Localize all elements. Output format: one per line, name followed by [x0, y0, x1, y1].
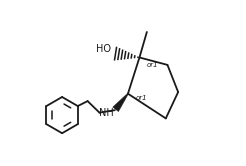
Polygon shape	[113, 93, 128, 112]
Text: HO: HO	[96, 44, 111, 54]
Text: or1: or1	[147, 62, 158, 68]
Text: NH: NH	[99, 108, 113, 119]
Text: or1: or1	[135, 94, 147, 101]
